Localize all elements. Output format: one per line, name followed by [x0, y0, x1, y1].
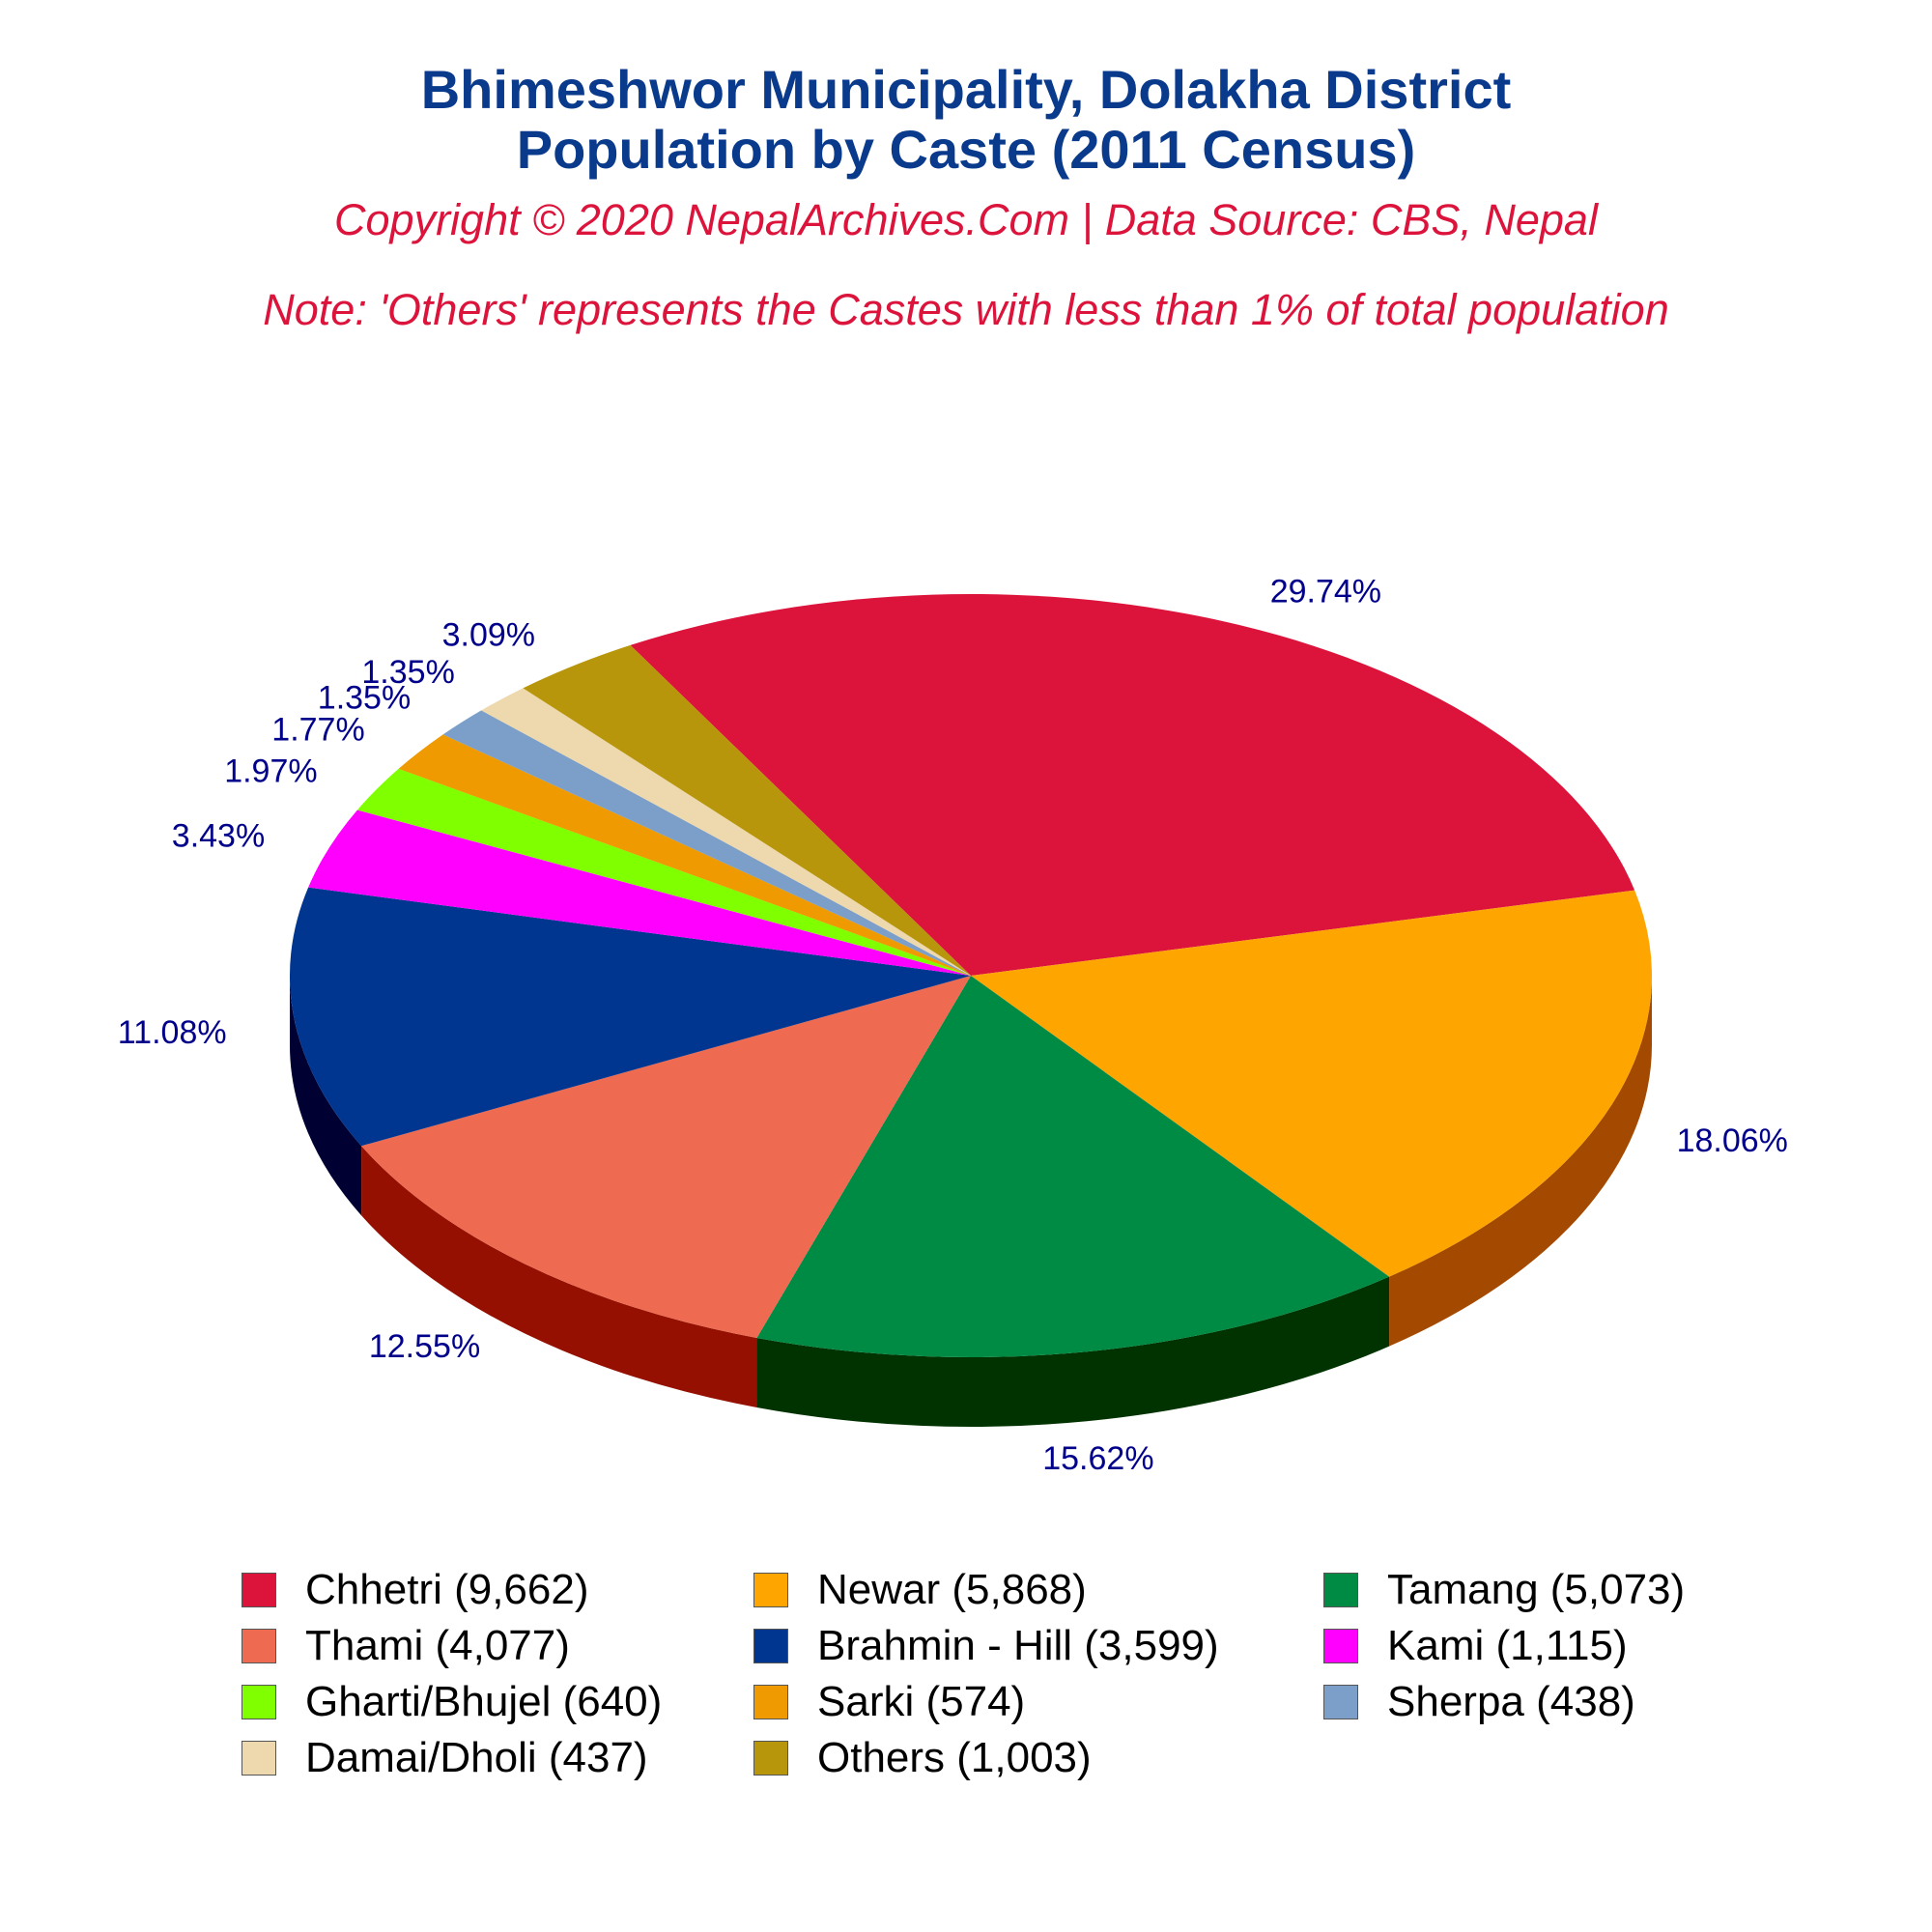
legend-item-damai-dholi: Damai/Dholi (437) [242, 1733, 753, 1783]
legend: Chhetri (9,662) Newar (5,868) Tamang (5,07… [242, 1565, 1787, 1783]
legend-swatch-brahmin-hill [753, 1629, 788, 1663]
slice-side-tamang [756, 1276, 1390, 1428]
data-label-chhetri: 29.74% [1270, 574, 1381, 611]
legend-label-newar: Newar (5,868) [817, 1566, 1087, 1613]
slice-side-thami [361, 1146, 757, 1407]
slice-kami [308, 810, 971, 976]
data-label-sherpa: 1.35% [318, 679, 411, 716]
legend-label-chhetri: Chhetri (9,662) [305, 1566, 589, 1613]
slice-thami [361, 976, 971, 1338]
legend-label-brahmin-hill: Brahmin - Hill (3,599) [817, 1622, 1219, 1669]
pie-top-layer [290, 594, 1652, 1357]
legend-swatch-thami [242, 1629, 276, 1663]
data-label-sarki: 1.77% [271, 712, 364, 749]
slice-tamang [756, 976, 1390, 1357]
legend-label-sherpa: Sherpa (438) [1387, 1678, 1635, 1725]
slice-others [523, 644, 971, 976]
chart-title-line1: Bhimeshwor Municipality, Dolakha Distric… [420, 59, 1512, 120]
slice-gharti-bhujel [356, 768, 971, 976]
legend-label-sarki: Sarki (574) [817, 1678, 1026, 1725]
title-block: Bhimeshwor Municipality, Dolakha Distric… [0, 60, 1932, 245]
pie-side-layer [290, 976, 1653, 1428]
legend-item-chhetri: Chhetri (9,662) [242, 1565, 753, 1615]
slice-sarki [398, 734, 972, 976]
legend-swatch-tamang [1323, 1573, 1358, 1607]
legend-item-thami: Thami (4,077) [242, 1621, 753, 1671]
legend-item-kami: Kami (1,115) [1323, 1621, 1787, 1671]
legend-swatch-kami [1323, 1629, 1358, 1663]
data-label-gharti-bhujel: 1.97% [224, 753, 317, 790]
data-label-newar: 18.06% [1677, 1122, 1788, 1159]
slice-newar [971, 890, 1652, 1277]
legend-item-others: Others (1,003) [753, 1733, 1323, 1783]
legend-item-gharti-bhujel: Gharti/Bhujel (640) [242, 1677, 753, 1727]
data-label-kami: 3.43% [172, 818, 265, 855]
legend-item-tamang: Tamang (5,073) [1323, 1565, 1787, 1615]
legend-item-newar: Newar (5,868) [753, 1565, 1323, 1615]
legend-label-others: Others (1,003) [817, 1734, 1092, 1781]
slice-chhetri [630, 594, 1635, 976]
legend-label-damai-dholi: Damai/Dholi (437) [305, 1734, 648, 1781]
slice-side-brahmin-hill [290, 976, 362, 1216]
legend-swatch-chhetri [242, 1573, 276, 1607]
legend-label-gharti-bhujel: Gharti/Bhujel (640) [305, 1678, 663, 1725]
legend-swatch-sarki [753, 1685, 788, 1719]
legend-swatch-others [753, 1741, 788, 1776]
data-label-damai-dholi: 1.35% [361, 654, 454, 691]
legend-item-brahmin-hill: Brahmin - Hill (3,599) [753, 1621, 1323, 1671]
note-text: Note: 'Others' represents the Castes wit… [263, 285, 1669, 334]
legend-swatch-sherpa [1323, 1685, 1358, 1719]
slice-brahmin-hill [290, 887, 971, 1147]
legend-label-kami: Kami (1,115) [1387, 1622, 1628, 1669]
legend-label-tamang: Tamang (5,073) [1387, 1566, 1686, 1613]
pie-label-layer: 29.74% 18.06% 15.62% 12.55% 11.08% 3.43% 1.97%… [118, 574, 1788, 1478]
slice-sherpa [442, 710, 971, 976]
slice-side-newar [1389, 976, 1653, 1347]
data-label-thami: 12.55% [369, 1328, 480, 1365]
legend-swatch-gharti-bhujel [242, 1685, 276, 1719]
data-label-brahmin-hill: 11.08% [118, 1014, 227, 1051]
data-label-others: 3.09% [442, 617, 535, 654]
legend-item-sarki: Sarki (574) [753, 1677, 1323, 1727]
legend-item-sherpa: Sherpa (438) [1323, 1677, 1787, 1727]
legend-label-thami: Thami (4,077) [305, 1622, 570, 1669]
legend-swatch-newar [753, 1573, 788, 1607]
chart-title-line2: Population by Caste (2011 Census) [516, 119, 1416, 180]
legend-swatch-damai-dholi [242, 1741, 276, 1776]
data-label-tamang: 15.62% [1042, 1440, 1153, 1477]
slice-damai-dholi [481, 688, 971, 976]
copyright-text: Copyright © 2020 NepalArchives.Com | Dat… [334, 195, 1598, 244]
